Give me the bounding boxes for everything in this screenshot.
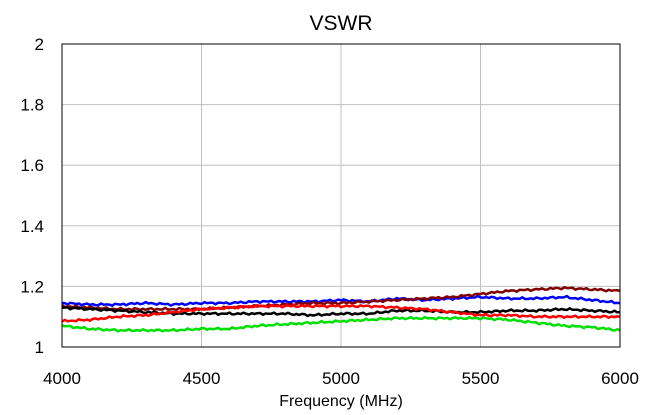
series-line-3 — [61, 306, 621, 318]
series-line-1 — [62, 294, 621, 307]
x-tick-label: 5500 — [462, 369, 500, 388]
series-lines — [61, 286, 621, 333]
x-tick-label: 4500 — [183, 369, 221, 388]
x-tick-label: 5000 — [322, 369, 360, 388]
series-line-2 — [61, 286, 621, 312]
y-tick-label: 2 — [35, 35, 44, 54]
x-tick-label: 4000 — [43, 369, 81, 388]
y-tick-labels: 1 1.2 1.4 1.6 1.8 2 — [20, 35, 44, 357]
y-tick-label: 1.4 — [20, 217, 44, 236]
y-tick-label: 1.8 — [20, 96, 44, 115]
x-axis-label: Frequency (MHz) — [279, 393, 403, 410]
plot-frame — [61, 43, 621, 348]
series-line-4 — [61, 303, 621, 323]
grid — [62, 44, 620, 347]
chart-title: VSWR — [310, 12, 373, 35]
y-tick-label: 1.6 — [20, 156, 44, 175]
y-tick-label: 1.2 — [20, 277, 44, 296]
x-tick-labels: 4000 4500 5000 5500 6000 — [43, 369, 639, 388]
y-tick-label: 1 — [35, 338, 44, 357]
x-tick-label: 6000 — [601, 369, 639, 388]
series-line-5 — [61, 315, 621, 333]
